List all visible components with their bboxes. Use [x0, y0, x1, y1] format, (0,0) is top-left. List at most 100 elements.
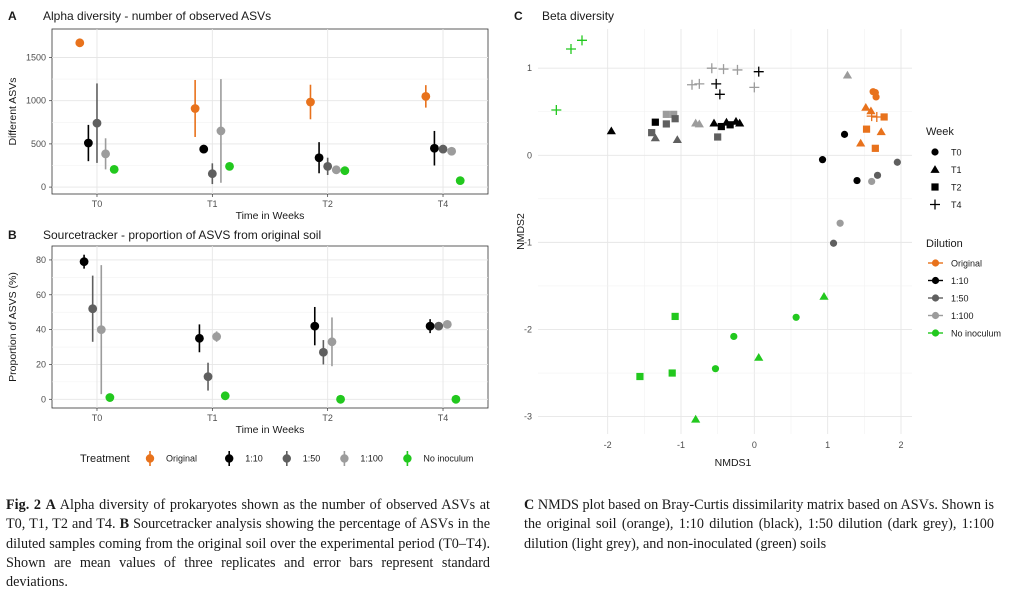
- panel-letter: C: [514, 9, 523, 23]
- mean-point-1-10: [83, 138, 93, 148]
- legend-key-t4: [930, 199, 940, 210]
- treatment-legend: Treatment Original 1:10 1:50 1:100 No inoculu…: [80, 451, 473, 466]
- caption-c-letter: C: [524, 497, 535, 513]
- panel-title: Beta diversity: [542, 9, 614, 23]
- nmds-point-t4-1-100: [749, 82, 760, 93]
- legend-label-t2: T2: [951, 183, 962, 193]
- nmds-point-t1-1-100: [694, 119, 704, 128]
- figure-caption-left: Fig. 2 A Alpha diversity of prokaryotes …: [6, 496, 490, 592]
- nmds-point-t0-no-inoculum: [792, 313, 800, 321]
- legend-label-no-inoculum: No inoculum: [423, 454, 473, 464]
- nmds-point-t0-1-10: [840, 130, 849, 138]
- y-tick-label: 0: [41, 394, 46, 404]
- y-tick-label: 1500: [26, 53, 46, 63]
- legend-label-1-50: 1:50: [303, 454, 321, 464]
- nmds-point-t1-original: [856, 138, 866, 147]
- mean-point-no-inoculum: [340, 166, 350, 176]
- x-tick-label: T1: [207, 199, 218, 209]
- mean-point-no-inoculum: [336, 394, 345, 404]
- mean-point-1-100: [327, 337, 337, 347]
- legend-key-point-no-inoculum: [931, 329, 940, 337]
- legend-label-t1: T1: [951, 165, 962, 175]
- caption-a-text: Alpha diversity of prokaryotes shown as …: [6, 497, 491, 533]
- x-tick-label: T1: [207, 413, 218, 423]
- legend-label-1-100: 1:100: [951, 311, 974, 321]
- nmds-point-t2-original: [880, 113, 888, 121]
- caption-b-letter: B: [119, 516, 130, 533]
- nmds-point-t1-no-inoculum: [819, 291, 829, 300]
- legend-label-original: Original: [166, 454, 197, 464]
- mean-point-no-inoculum: [455, 176, 465, 186]
- caption-figure-number: Fig. 2: [6, 497, 41, 513]
- legend-key-t0: [931, 148, 939, 156]
- panel-b-sourcetracker: B Sourcetracker - proportion of ASVS from…: [7, 228, 489, 436]
- mean-point-1-50: [203, 372, 213, 382]
- nmds-point-t2-1-50: [662, 120, 670, 128]
- mean-point-1-100: [212, 332, 222, 341]
- mean-point-original: [190, 104, 200, 113]
- panel-letter: A: [8, 9, 17, 23]
- plot-panel: [51, 245, 489, 409]
- nmds-point-t2-1-10: [717, 122, 725, 131]
- legend-title: Treatment: [80, 453, 130, 465]
- legend-key-point-1-100: [931, 311, 940, 320]
- legend-label-1-10: 1:10: [245, 454, 263, 464]
- figure-caption-right: C NMDS plot based on Bray-Curtis dissimi…: [524, 496, 994, 554]
- plot-panel: [51, 28, 489, 195]
- x-tick-label: T4: [438, 413, 449, 423]
- caption-b-text: Sourcetracker analysis showing the perce…: [6, 516, 490, 591]
- nmds-point-t0-1-100: [836, 219, 844, 227]
- mean-point-no-inoculum: [105, 393, 115, 402]
- nmds-point-t4-1-10: [714, 89, 725, 100]
- y-axis-title: NMDS2: [515, 213, 527, 250]
- y-tick-label: 40: [36, 325, 46, 335]
- mean-point-1-50: [207, 169, 217, 179]
- nmds-point-t0-original: [872, 93, 880, 101]
- nmds-point-t4-1-10: [711, 78, 722, 89]
- x-tick-label: 1: [825, 440, 830, 450]
- nmds-point-t2-1-50: [714, 133, 722, 141]
- mean-point-1-50: [323, 161, 333, 171]
- legend-title: Dilution: [926, 238, 963, 250]
- nmds-point-t1-1-10: [735, 118, 745, 127]
- nmds-point-t0-1-50: [829, 239, 838, 247]
- legend-key-t2: [931, 183, 939, 191]
- nmds-point-t2-1-100: [662, 110, 670, 118]
- legend-label-t4: T4: [951, 200, 962, 210]
- mean-point-1-50: [434, 321, 444, 331]
- nmds-point-t2-1-50: [671, 115, 679, 123]
- nmds-point-t1-1-50: [672, 135, 682, 144]
- nmds-point-t1-no-inoculum: [754, 352, 764, 361]
- y-tick-label: 60: [36, 290, 46, 300]
- mean-point-1-10: [79, 257, 89, 267]
- panel-title: Sourcetracker - proportion of ASVS from …: [43, 228, 321, 242]
- nmds-point-t2-1-10: [651, 118, 659, 126]
- nmds-point-t0-1-10: [853, 176, 861, 185]
- nmds-point-t2-1-100: [670, 110, 678, 118]
- legend-label-no-inoculum: No inoculum: [951, 329, 1001, 339]
- mean-point-1-100: [96, 325, 106, 335]
- nmds-point-t4-no-inoculum: [551, 105, 562, 115]
- mean-point-1-50: [438, 144, 448, 154]
- x-axis-title: NMDS1: [715, 457, 752, 469]
- nmds-point-t1-1-50: [650, 133, 660, 142]
- nmds-point-t2-1-10: [726, 121, 734, 129]
- mean-point-no-inoculum: [225, 161, 234, 171]
- nmds-point-t4-original: [866, 111, 877, 122]
- y-tick-label: -3: [524, 412, 532, 422]
- mean-point-1-10: [425, 321, 435, 331]
- x-axis-title: Time in Weeks: [236, 210, 305, 222]
- legend-label-1-10: 1:10: [951, 276, 969, 286]
- mean-point-1-100: [331, 165, 341, 175]
- panel-letter: B: [8, 228, 17, 242]
- mean-point-1-100: [447, 146, 457, 156]
- nmds-point-t1-original: [861, 102, 871, 111]
- legend-label-1-50: 1:50: [951, 294, 969, 304]
- x-tick-label: T4: [438, 199, 449, 209]
- nmds-point-t1-1-100: [842, 70, 853, 79]
- mean-point-original: [421, 91, 431, 101]
- y-axis-title: Proportion of ASVS (%): [7, 272, 19, 382]
- legend-key-point-1-10: [225, 454, 234, 463]
- legend-key-point-1-100: [340, 454, 349, 463]
- y-tick-label: -2: [524, 324, 532, 334]
